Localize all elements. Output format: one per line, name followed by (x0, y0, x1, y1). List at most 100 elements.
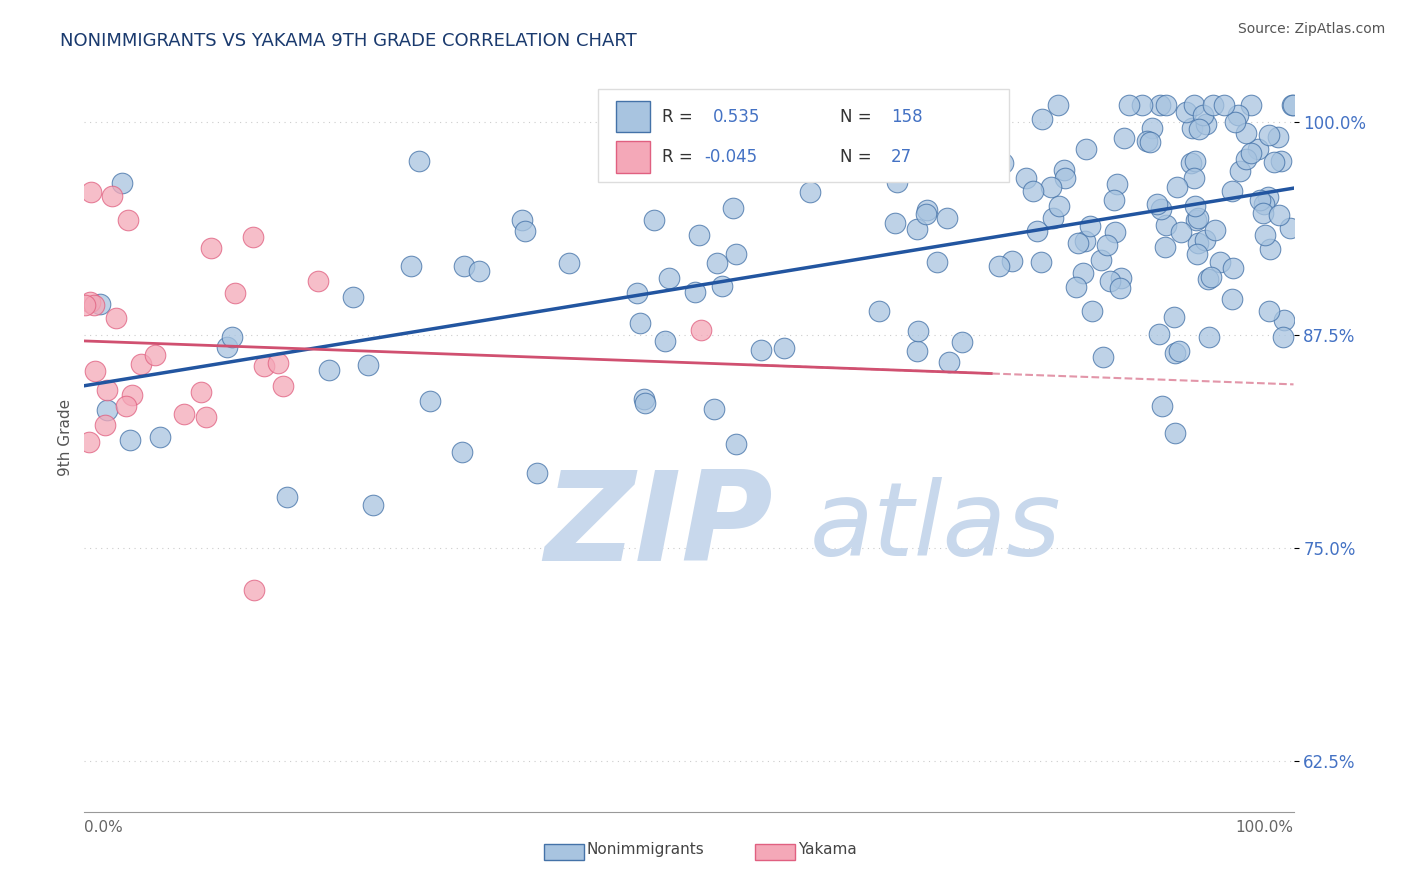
Point (1222, 260, 1244, 275)
Point (105, 311, 128, 326)
Point (1109, 270, 1132, 285)
Point (1071, 267, 1094, 281)
Point (1272, 330, 1295, 344)
Point (361, 499, 384, 513)
Point (1163, 310, 1185, 325)
Point (253, 359, 276, 374)
Point (1081, 304, 1104, 318)
Point (318, 363, 340, 377)
Point (1164, 346, 1187, 360)
Point (1247, 142, 1270, 156)
Point (267, 356, 290, 370)
Point (883, 144, 905, 158)
Point (419, 394, 441, 409)
Point (1184, 199, 1206, 213)
Point (1150, 202, 1173, 216)
Point (1279, 221, 1302, 235)
Point (1198, 329, 1220, 343)
Point (515, 223, 537, 237)
Point (1182, 170, 1205, 185)
Point (1154, 98, 1177, 112)
Point (1021, 185, 1043, 199)
Point (1226, 108, 1249, 122)
Point (1251, 206, 1274, 220)
Point (817, 144, 839, 158)
FancyBboxPatch shape (599, 88, 1010, 182)
Point (1220, 292, 1243, 306)
Point (1249, 193, 1271, 207)
Point (1154, 240, 1177, 254)
Point (96, 402, 118, 417)
Point (1102, 193, 1125, 207)
Point (1181, 120, 1204, 135)
Point (966, 140, 988, 154)
Point (1263, 155, 1285, 169)
Point (1253, 196, 1275, 211)
Point (558, 256, 581, 270)
Point (991, 156, 1014, 170)
Point (89, 297, 111, 311)
Point (242, 229, 264, 244)
Point (721, 201, 744, 215)
Point (643, 213, 665, 227)
Point (1281, 98, 1303, 112)
Point (915, 202, 938, 217)
Point (1029, 255, 1052, 269)
Text: 0.535: 0.535 (713, 108, 761, 126)
Point (468, 264, 491, 278)
Point (1067, 235, 1090, 250)
Point (799, 186, 821, 200)
Point (1053, 163, 1076, 178)
Point (131, 358, 153, 372)
Point (149, 430, 172, 444)
Point (983, 155, 1005, 169)
Point (1194, 233, 1216, 247)
Point (628, 316, 651, 330)
Point (689, 323, 711, 337)
Point (77, 435, 100, 450)
Point (215, 340, 238, 354)
Text: Nonimmigrants: Nonimmigrants (586, 842, 704, 856)
Point (96, 384, 118, 398)
Point (706, 255, 728, 269)
FancyBboxPatch shape (616, 141, 650, 173)
Point (83, 297, 105, 311)
Point (1258, 128, 1281, 142)
Point (853, 98, 876, 112)
Point (1258, 242, 1281, 256)
Point (1118, 98, 1140, 112)
Point (242, 583, 264, 598)
Point (1166, 180, 1188, 194)
Point (1001, 254, 1024, 268)
Text: Source: ZipAtlas.com: Source: ZipAtlas.com (1237, 22, 1385, 37)
Point (1213, 98, 1236, 112)
Point (633, 396, 655, 410)
Point (1188, 122, 1211, 136)
Point (79, 295, 101, 310)
Point (1239, 145, 1261, 160)
Point (703, 402, 725, 417)
Point (1184, 153, 1206, 168)
Point (84, 364, 107, 378)
Point (1192, 108, 1215, 122)
Point (453, 259, 475, 273)
Point (1146, 197, 1168, 211)
Point (1175, 104, 1198, 119)
Text: ZIP: ZIP (544, 467, 772, 588)
Point (1234, 152, 1257, 166)
Text: R =: R = (662, 108, 693, 126)
Point (510, 212, 533, 227)
Point (1240, 98, 1263, 112)
Point (1268, 208, 1291, 222)
Point (190, 384, 212, 399)
Point (1257, 190, 1279, 204)
Point (905, 343, 928, 358)
Point (1031, 112, 1053, 127)
Point (1282, 98, 1305, 112)
Point (1090, 253, 1112, 268)
Point (271, 379, 294, 393)
Text: Yakama: Yakama (797, 842, 856, 856)
Point (1074, 234, 1097, 248)
Text: 27: 27 (891, 148, 912, 166)
Point (925, 255, 948, 269)
